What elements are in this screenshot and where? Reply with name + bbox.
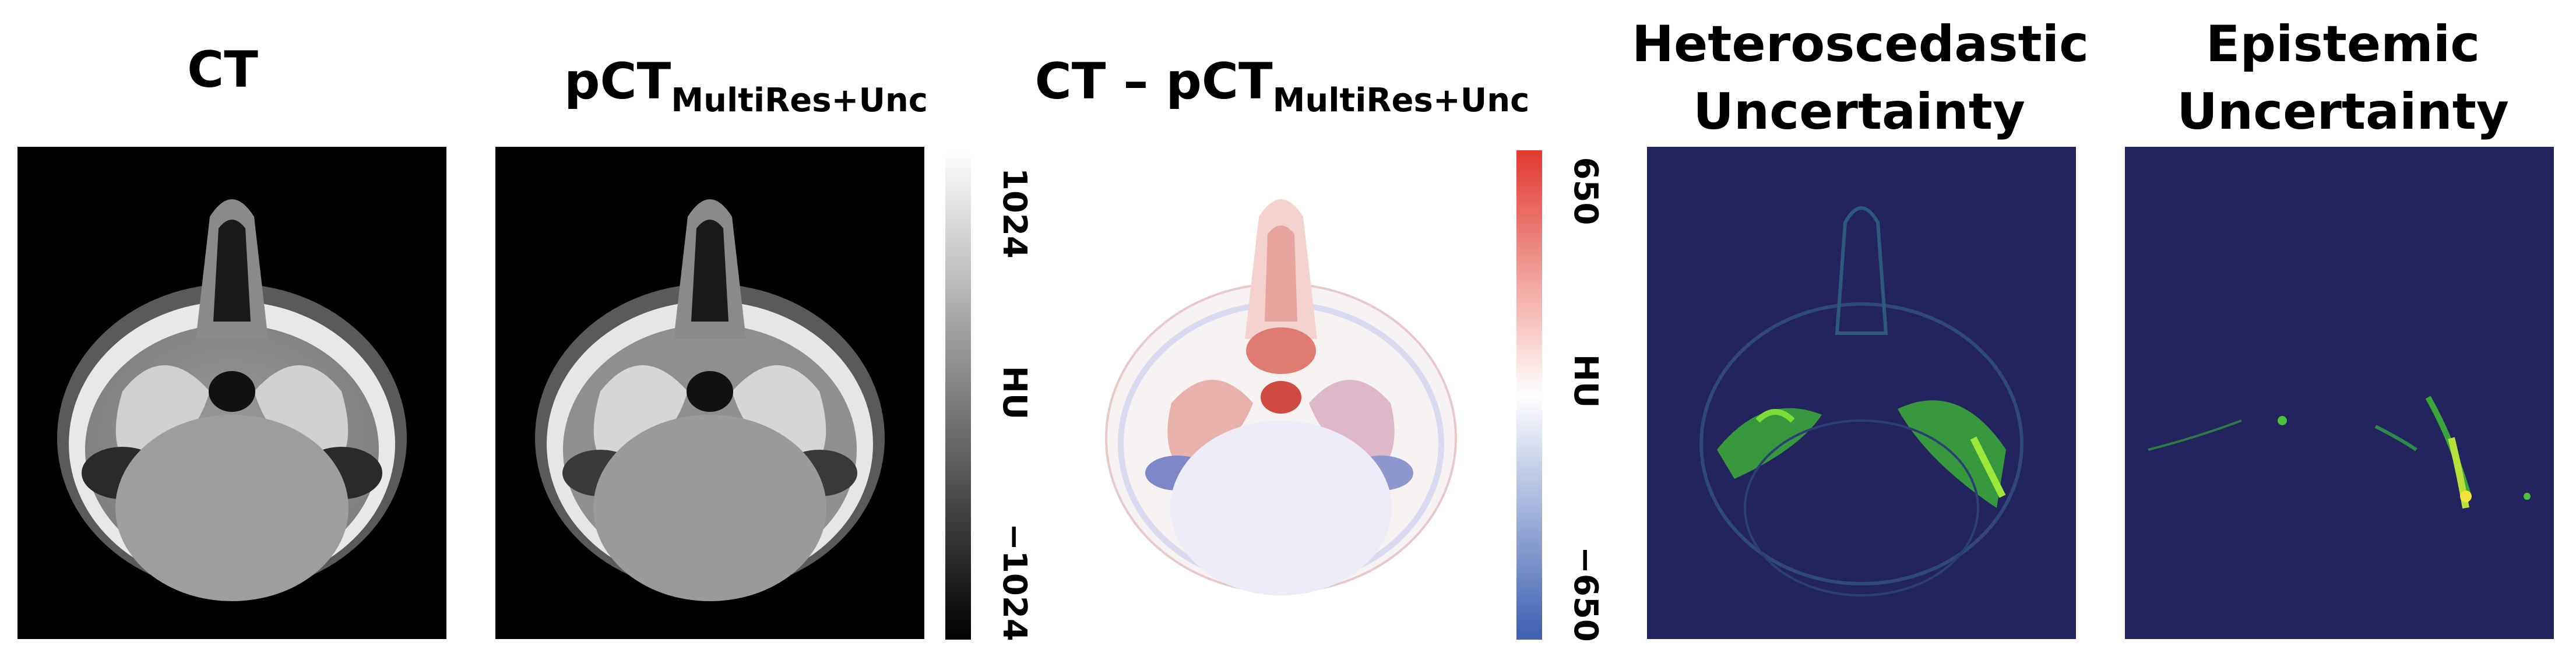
difference-image [1067, 147, 1495, 639]
difference-image-graphic [1105, 199, 1457, 595]
epistemic-uncertainty-graphic [2148, 396, 2531, 509]
ct-image-graphic [57, 199, 407, 601]
title-ct-text: CT [187, 41, 258, 99]
diverging-colorbar-unit: HU [1567, 354, 1604, 408]
gray-colorbar-max: 1024 [995, 168, 1033, 259]
title-hetero: Heteroscedastic Uncertainty [1632, 10, 2089, 146]
diverging-colorbar [1516, 150, 1542, 640]
heteroscedastic-uncertainty-image [1647, 147, 2076, 639]
diverging-colorbar-max: 650 [1567, 157, 1604, 225]
title-epist-line2: Uncertainty [2177, 83, 2509, 141]
title-diff: CT – pCTMultiRes+Unc [1026, 48, 1539, 117]
ct-image [17, 147, 446, 639]
title-pct: pCTMultiRes+Unc [536, 48, 956, 117]
title-epist-line1: Epistemic [2205, 15, 2480, 73]
title-epist: Epistemic Uncertainty [2156, 10, 2529, 146]
gray-colorbar [945, 150, 971, 640]
title-hetero-line1: Heteroscedastic [1632, 15, 2089, 73]
diverging-colorbar-min: −650 [1567, 546, 1604, 642]
title-ct: CT [147, 36, 298, 104]
title-diff-main: CT – pCT [1034, 52, 1273, 111]
title-pct-sub: MultiRes+Unc [671, 82, 928, 119]
gray-colorbar-min: −1024 [995, 523, 1033, 641]
title-pct-main: pCT [564, 52, 671, 111]
heteroscedastic-uncertainty-graphic [1699, 206, 2024, 597]
title-diff-sub: MultiRes+Unc [1272, 82, 1530, 119]
gray-colorbar-unit: HU [995, 366, 1033, 420]
title-hetero-line2: Uncertainty [1693, 83, 2025, 141]
pct-image [495, 147, 924, 639]
epistemic-uncertainty-image [2125, 147, 2554, 639]
pct-image-graphic [535, 199, 885, 601]
